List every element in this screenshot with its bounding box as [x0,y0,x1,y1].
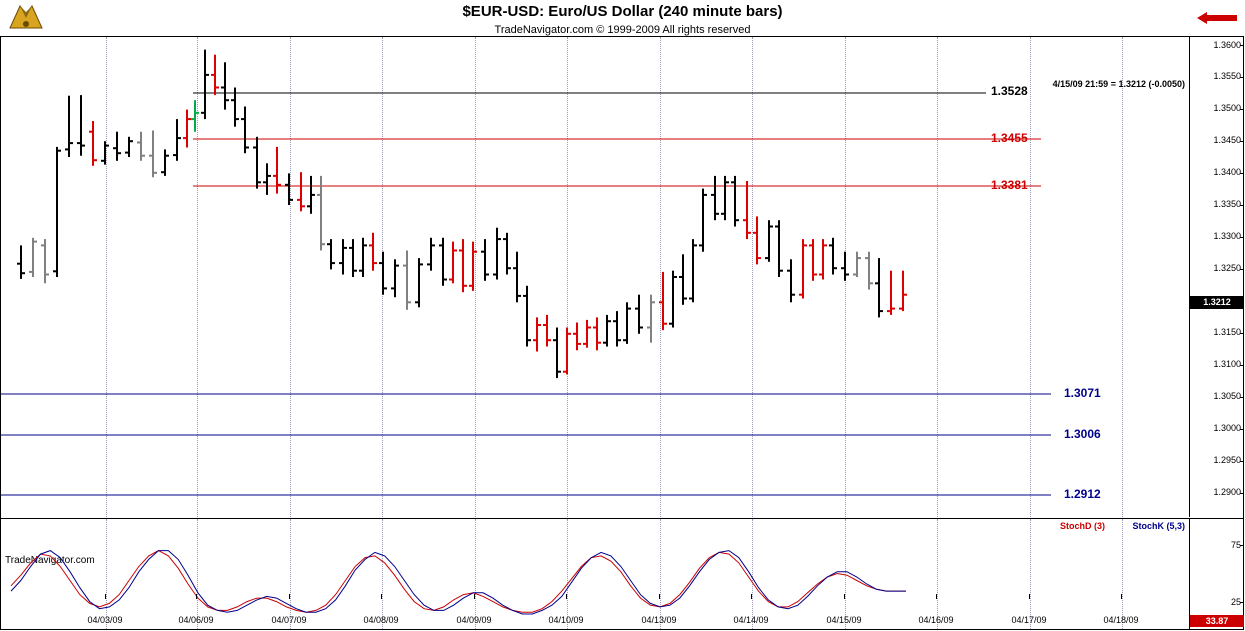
stoch-k-legend: StochK (5,3) [1132,521,1185,531]
axis-tick-label: 1.3600 [1213,40,1241,50]
axis-tick-label: 1.3250 [1213,263,1241,273]
price-axis[interactable]: 1.3600 1.3550 1.3500 1.3450 1.3400 1.335… [1189,37,1244,517]
quote-readout: 4/15/09 21:59 = 1.3212 (-0.0050) [1052,79,1185,89]
gridline-vertical [1122,519,1123,629]
last-price-tag: 1.3212 [1190,296,1244,309]
watermark-label: TradeNavigator.com [5,555,95,566]
copyright-subtitle: TradeNavigator.com © 1999-2009 All right… [494,24,751,36]
gridline-vertical [660,37,661,517]
gridline-vertical [1122,37,1123,517]
chart-header: $EUR-USD: Euro/US Dollar (240 minute bar… [0,0,1245,36]
stoch-d-legend: StochD (3) [1060,521,1105,531]
hline-label-1-3455: 1.3455 [991,131,1028,145]
date-tick-label: 04/15/09 [826,615,862,625]
axis-tick-label: 25 [1230,597,1241,607]
stochastic-axis[interactable]: 75 25 0 [1189,518,1244,629]
gridline-vertical [475,37,476,517]
stochastic-lines-svg [10,550,906,615]
gridline-vertical [937,519,938,629]
gridline-vertical [290,37,291,517]
date-tick-label: 04/10/09 [548,615,584,625]
gridline-vertical [1030,519,1031,629]
date-tick-label: 04/18/09 [1103,615,1139,625]
date-tick-label: 04/13/09 [641,615,677,625]
date-tick-label: 04/16/09 [918,615,954,625]
stoch-value-tag: 33.87 [1190,615,1244,627]
hline-label-1-3381: 1.3381 [991,178,1028,192]
gridline-vertical [752,519,753,629]
gridline-vertical [752,37,753,517]
axis-tick-label: 1.3500 [1213,103,1241,113]
date-tick-label: 04/07/09 [271,615,307,625]
gridline-vertical [197,519,198,629]
axis-tick-label: 1.3150 [1213,327,1241,337]
eagle-logo-icon [9,5,43,29]
gridline-vertical [660,519,661,629]
stochastic-pane: StochD (3) StochK (5,3) [1,518,1189,629]
date-tick-label: 04/14/09 [733,615,769,625]
price-pane: 4/15/09 21:59 = 1.3212 (-0.0050) 1.3528 … [1,37,1189,566]
axis-tick-label: 1.3100 [1213,359,1241,369]
axis-tick-label: 1.3300 [1213,231,1241,241]
axis-tick-label: 1.3350 [1213,199,1241,209]
chart-frame: 4/15/09 21:59 = 1.3212 (-0.0050) 1.3528 … [0,36,1244,630]
gridline-vertical [475,519,476,629]
gridline-vertical [567,37,568,517]
axis-tick-label: 1.3450 [1213,135,1241,145]
price-bars-svg [1,49,1051,496]
axis-tick-label: 1.3050 [1213,391,1241,401]
date-axis-divider [1,629,1244,630]
page-title: $EUR-USD: Euro/US Dollar (240 minute bar… [462,3,783,20]
axis-tick-label: 1.3400 [1213,167,1241,177]
axis-tick-label: 75 [1230,540,1241,550]
date-tick-row [0,594,1188,606]
date-tick-label: 04/09/09 [456,615,492,625]
gridline-vertical [567,519,568,629]
date-tick-label: 04/06/09 [178,615,214,625]
date-tick-label: 04/08/09 [363,615,399,625]
gridline-vertical [937,37,938,517]
axis-tick-label: 1.3550 [1213,71,1241,81]
gridline-vertical [290,519,291,629]
axis-tick-label: 1.2900 [1213,487,1241,497]
axis-tick-label: 1.2950 [1213,455,1241,465]
gridline-vertical [106,519,107,629]
hline-label-1-3071: 1.3071 [1064,386,1101,400]
gridline-vertical [382,519,383,629]
date-tick-label: 04/17/09 [1011,615,1047,625]
gridline-vertical [1030,37,1031,517]
hline-label-1-2912: 1.2912 [1064,487,1101,501]
axis-tick-label: 1.3000 [1213,423,1241,433]
left-arrow-icon[interactable] [1197,10,1237,26]
hline-label-1-3006: 1.3006 [1064,427,1101,441]
date-tick-label: 04/03/09 [87,615,123,625]
hline-label-1-3528: 1.3528 [991,84,1028,98]
gridline-vertical [845,519,846,629]
gridline-vertical [197,37,198,517]
gridline-vertical [106,37,107,517]
